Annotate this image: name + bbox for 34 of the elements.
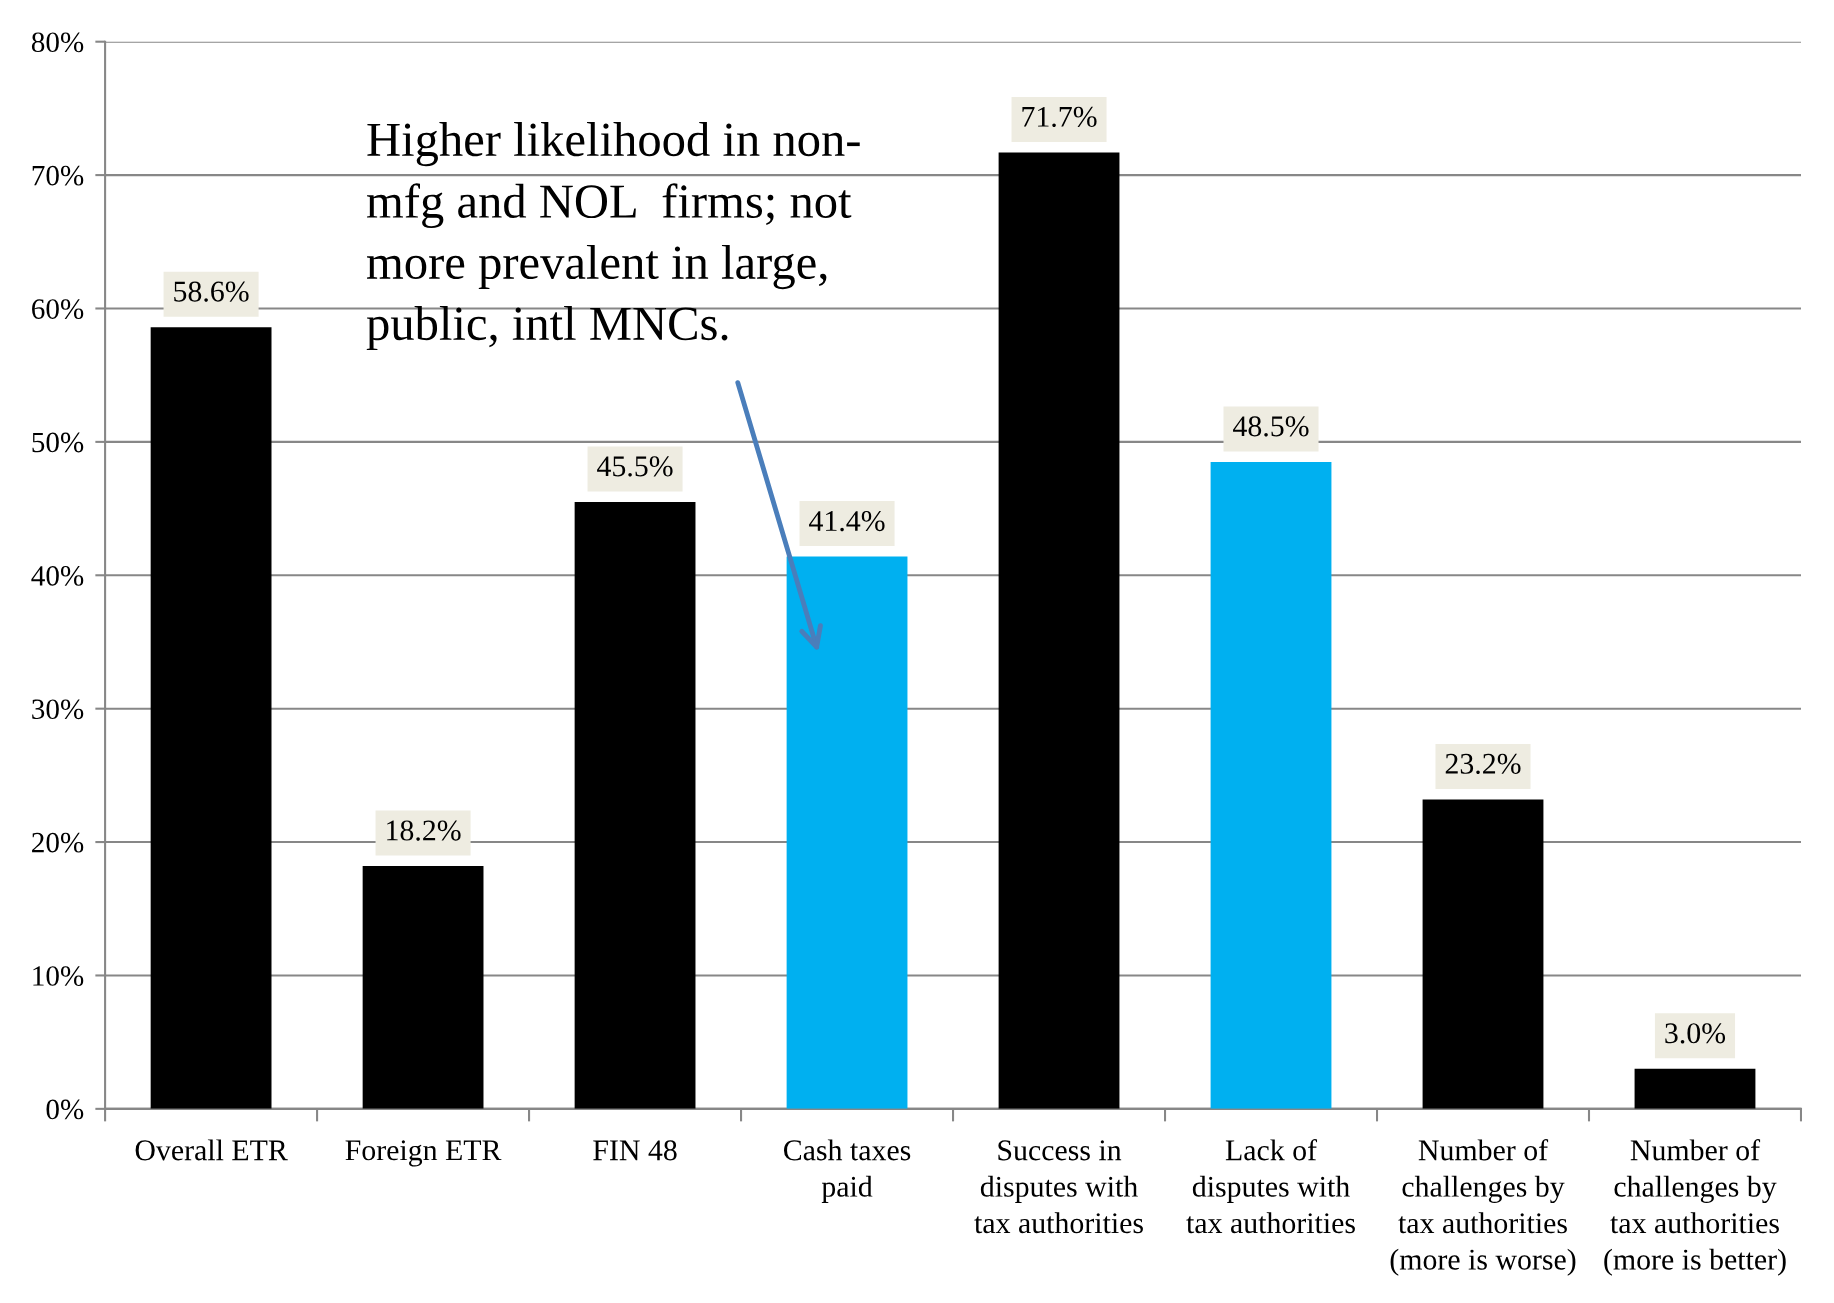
y-tick-label: 20%: [32, 832, 84, 853]
x-tick-label: Foreign ETR: [345, 1140, 502, 1167]
x-tick-label: Number of challenges by tax authorities (more is better): [1604, 1139, 1786, 1276]
data-label: 3.0%: [1665, 1023, 1726, 1044]
y-tick-label: 30%: [32, 699, 84, 720]
x-tick-label: Cash taxes paid: [784, 1139, 911, 1203]
bar: [1210, 461, 1332, 1109]
annotation: Higher likelihood in non- mfg and NOL firms; not more prevalent in large, public, intl MNCs.: [366, 122, 860, 351]
x-tick-label: Lack of disputes with tax authorities: [1186, 1139, 1355, 1234]
bar: [150, 327, 272, 1109]
y-tick-label: 10%: [33, 966, 84, 986]
y-tick-label: 40%: [31, 566, 84, 586]
data-label: 48.5%: [1233, 416, 1309, 437]
y-tick-label: 60%: [32, 299, 84, 319]
y-tick-label: 80%: [31, 32, 84, 53]
bar: [1634, 1068, 1756, 1109]
x-tick-label: FIN 48: [593, 1140, 677, 1161]
bar: [786, 556, 908, 1109]
x-tick-label: Success in disputes with tax authorities: [974, 1140, 1143, 1234]
y-tick-label: 50%: [32, 432, 84, 453]
data-label: 58.6%: [174, 281, 249, 302]
data-label: 41.4%: [809, 510, 885, 532]
data-label: 18.2%: [387, 820, 461, 841]
bar: [574, 501, 696, 1109]
bar: [362, 866, 484, 1109]
data-label: 23.2%: [1445, 753, 1521, 774]
y-tick-label: 0%: [46, 1099, 84, 1120]
data-label: 71.7%: [1022, 106, 1097, 128]
x-tick-label: Overall ETR: [135, 1139, 288, 1161]
x-tick-label: Number of challenges by tax authorities (more is worse): [1390, 1139, 1576, 1276]
bar: [1422, 799, 1544, 1109]
data-label: 45.5%: [597, 456, 673, 477]
y-tick-label: 70%: [32, 165, 84, 186]
bar: [998, 152, 1120, 1109]
